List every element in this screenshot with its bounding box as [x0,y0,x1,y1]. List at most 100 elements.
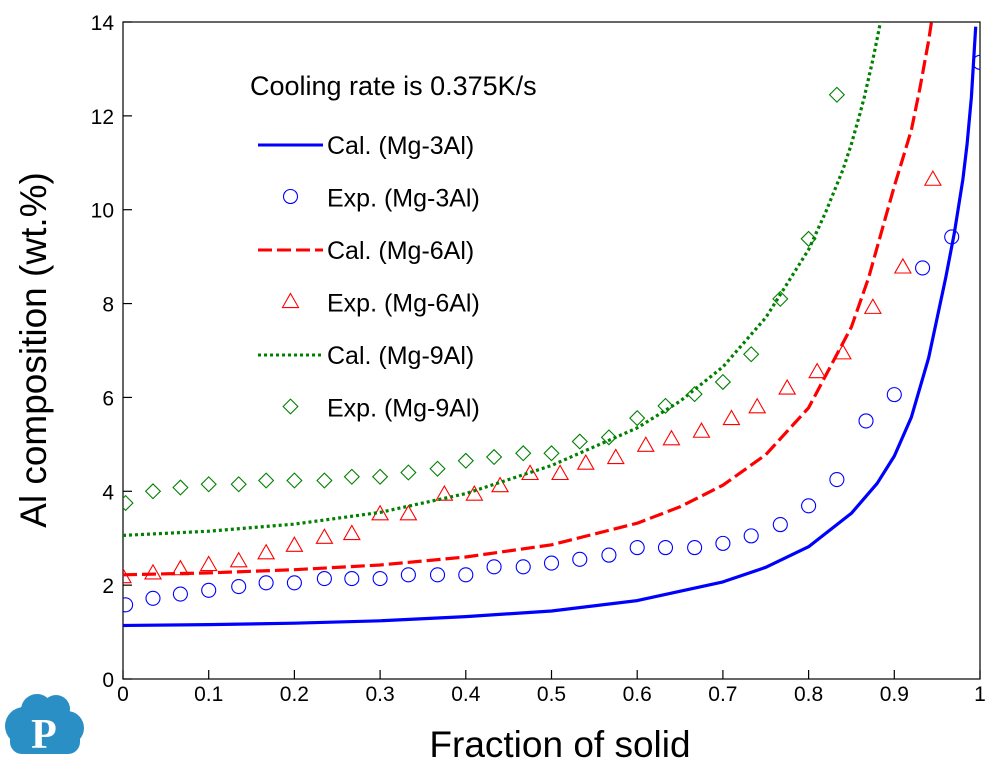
legend-item-cal-mg-3al: Cal. (Mg-3Al) [258,132,474,160]
data-point [801,498,817,514]
legend-label: Cal. (Mg-3Al) [327,132,474,160]
data-point [657,397,674,415]
data-point [458,567,474,583]
y-tick-label: 0 [102,669,114,692]
data-point [600,429,618,446]
data-point [515,445,532,462]
data-point [972,54,980,70]
legend-label: Exp. (Mg-9Al) [327,395,480,423]
logo-icon: P [5,694,84,758]
data-point [743,346,760,363]
x-tick-label: 0.9 [880,683,909,706]
data-point [229,551,248,568]
x-tick-label: 0.8 [794,683,823,706]
data-point [457,452,474,469]
data-point [145,590,161,606]
y-tick-label: 4 [102,481,114,504]
data-point [485,448,503,466]
x-tick-label: 0.5 [537,683,566,706]
y-axis-label: Al composition (wt.%) [13,172,54,528]
x-tick-label: 1 [974,683,986,706]
data-point [344,571,360,587]
data-point [144,483,162,500]
series-cal-mg-3al [123,26,978,628]
data-point [257,543,276,560]
legend-swatch [281,292,300,309]
data-point [371,468,389,485]
y-tick-label: 2 [102,575,114,598]
data-point [230,476,247,493]
data-point [657,540,674,556]
data-point [143,563,162,580]
data-point [576,453,595,470]
data-point [543,555,560,571]
data-point [748,397,767,414]
series-cal-mg-6al [123,22,934,577]
series-layer [123,22,980,628]
series-line-cal-mg-9al [123,22,883,537]
data-point [715,535,731,551]
data-point [316,472,333,489]
legend-item-exp-mg-6al: Exp. (Mg-6Al) [281,290,480,318]
data-point [923,170,942,186]
data-point [123,567,132,584]
data-point [316,571,332,587]
data-point [800,230,817,247]
data-point [778,378,797,395]
data-point [944,229,960,245]
data-point [572,551,588,567]
series-exp-mg-9al [123,86,846,512]
plot-area [122,21,981,680]
x-tick-label: 0 [117,683,129,706]
data-point [772,290,789,308]
data-point [714,373,732,391]
legend-swatch [282,188,299,205]
data-point [172,586,188,602]
data-point [286,472,303,489]
x-tick-label: 0.2 [280,683,309,706]
series-line-cal-mg-3al [123,26,978,628]
cooling-rate-annotation: Cooling rate is 0.375K/s [250,71,537,101]
data-point [199,555,218,572]
data-point [915,260,931,276]
data-point [123,597,134,613]
legend-item-cal-mg-6al: Cal. (Mg-6Al) [258,237,474,265]
data-point [315,528,334,544]
legend-item-cal-mg-9al: Cal. (Mg-9Al) [258,342,474,370]
data-point [201,582,217,598]
legend-label: Exp. (Mg-6Al) [327,290,480,318]
data-point [828,86,846,103]
data-point [200,476,217,493]
svg-text:P: P [31,712,57,758]
data-point [429,460,446,477]
data-point [743,528,759,544]
data-point [606,448,625,465]
data-point [172,479,189,496]
data-point [429,567,446,583]
x-tick-label: 0.4 [451,683,481,706]
data-point [123,494,134,512]
data-point [886,387,902,403]
data-point [400,464,417,481]
legend-label: Cal. (Mg-9Al) [327,342,474,370]
data-point [372,571,388,587]
y-tick-label: 8 [102,294,114,317]
data-point [686,386,703,403]
data-point [285,536,304,552]
data-point [829,472,845,488]
data-point [893,257,912,274]
x-axis-label: Fraction of solid [429,724,690,765]
legend-item-exp-mg-9al: Exp. (Mg-9Al) [282,395,480,423]
data-point [722,409,741,426]
data-point [772,517,788,533]
data-point [629,540,645,556]
y-tick-label: 12 [91,106,114,129]
data-point [399,504,418,521]
data-point [286,575,302,591]
series-cal-mg-9al [123,22,883,537]
data-point [171,559,190,576]
data-point [515,559,531,575]
y-tick-label: 6 [102,387,114,410]
legend-swatch [282,398,299,415]
